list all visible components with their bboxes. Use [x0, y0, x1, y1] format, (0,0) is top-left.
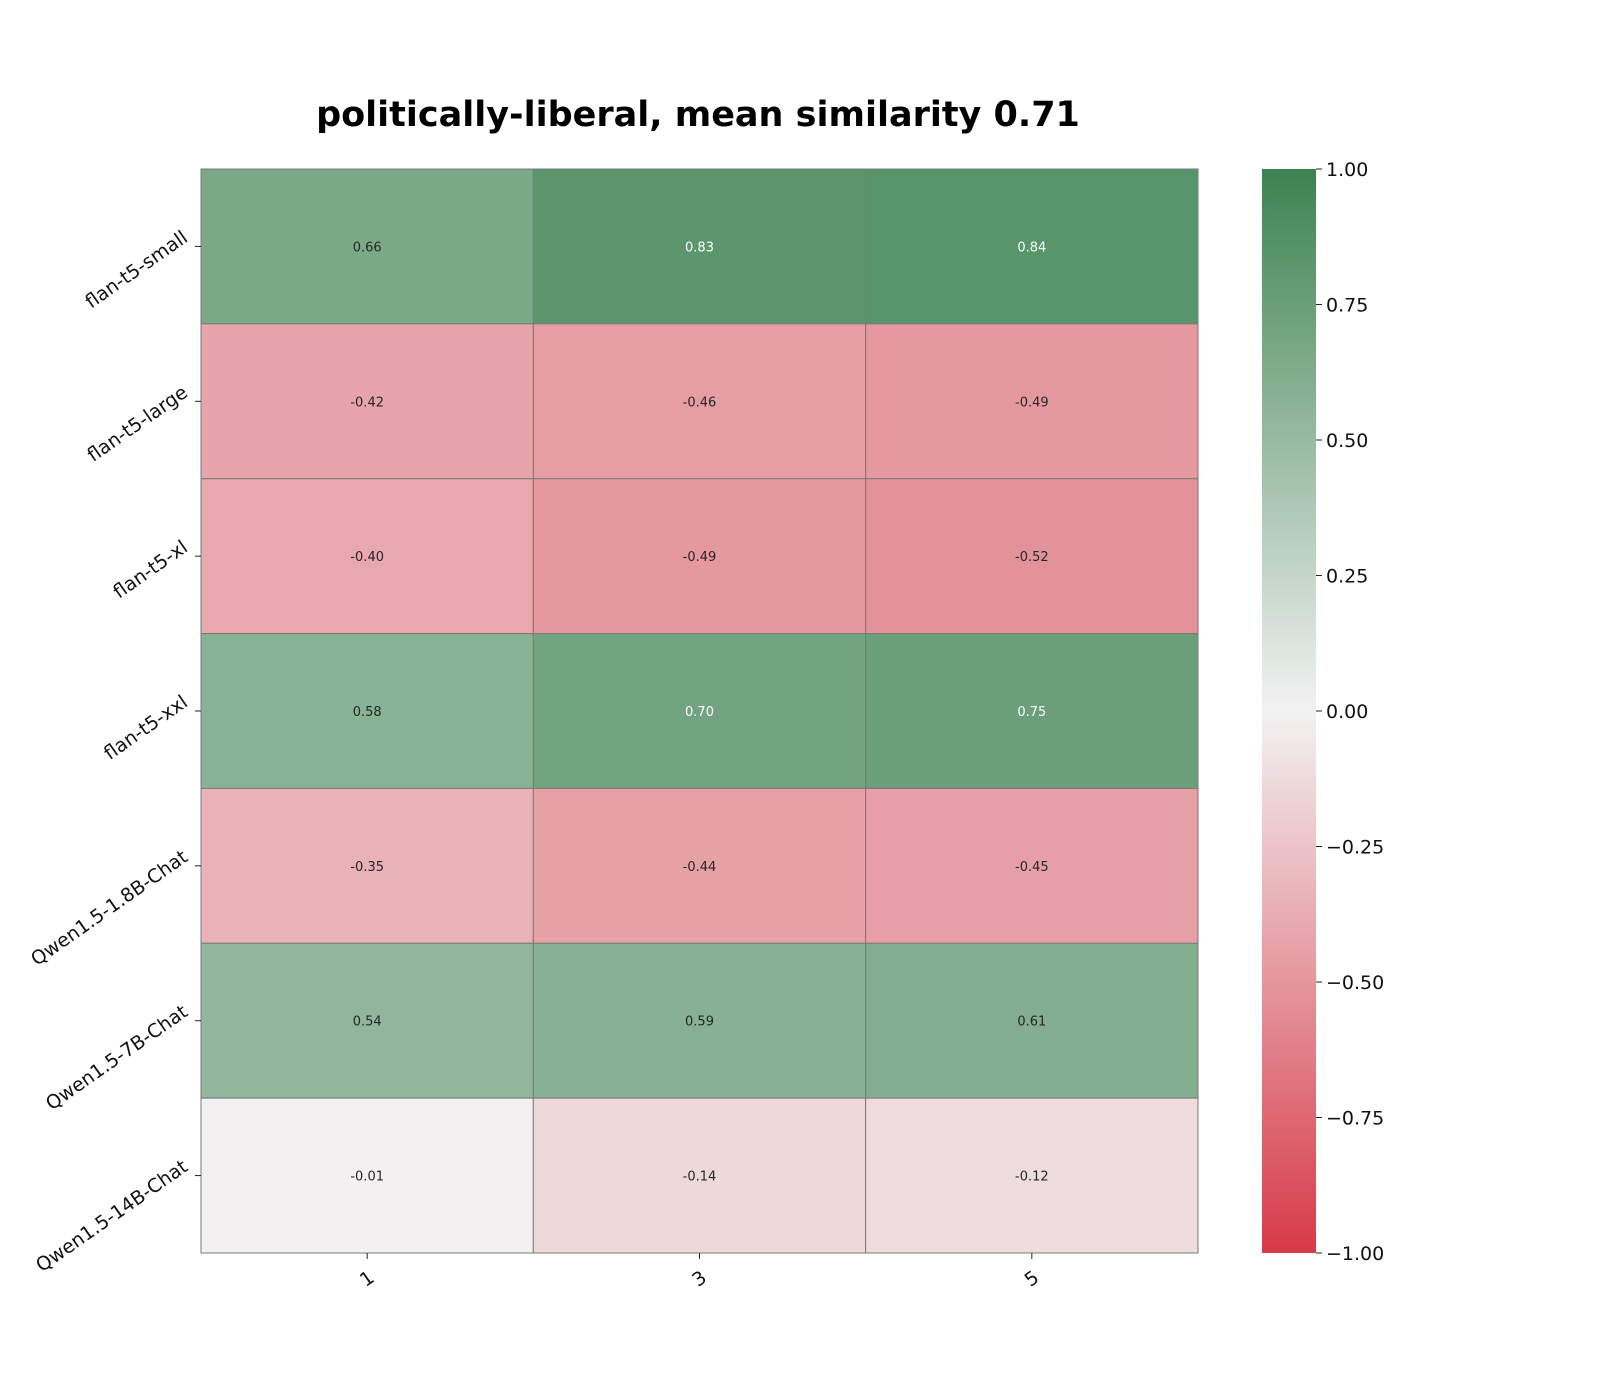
y-axis-tick-labels: flan-t5-small flan-t5-large flan-t5-xl flan…: [27, 227, 201, 1277]
y-tick-label: Qwen1.5-7B-Chat: [42, 1001, 192, 1115]
heatmap-cell: [200, 478, 534, 635]
cell-value-label: -0.14: [683, 1170, 717, 1185]
chart-title: politically-liberal, mean similarity 0.7…: [316, 95, 1080, 135]
cell-value-label: -0.01: [350, 1170, 384, 1185]
y-tick-label: flan-t5-xl: [109, 536, 192, 603]
cell-value-label: -0.35: [350, 860, 384, 875]
x-axis-tick-labels: 1 3 5: [356, 1253, 1043, 1291]
cell-value-label: -0.52: [1015, 550, 1049, 565]
y-tick-label: Qwen1.5-1.8B-Chat: [27, 846, 192, 971]
colorbar-tick-label: −0.25: [1326, 837, 1384, 859]
cell-value-label: 0.66: [353, 240, 382, 255]
colorbar-tick-label: 0.00: [1326, 701, 1368, 723]
y-tick-label: Qwen1.5-14B-Chat: [32, 1156, 192, 1277]
colorbar-tick-label: −1.00: [1326, 1243, 1384, 1265]
colorbar-tick-label: 0.50: [1326, 430, 1368, 452]
heatmap-cell: [865, 323, 1199, 480]
colorbar-tick-label: 0.75: [1326, 295, 1368, 317]
cell-value-label: 0.61: [1017, 1015, 1046, 1030]
heatmap-cell: [865, 942, 1199, 1099]
heatmap-cell: [865, 1097, 1199, 1254]
cell-value-label: 0.59: [685, 1015, 714, 1030]
cell-value-label: 0.54: [353, 1015, 382, 1030]
y-tick-label: flan-t5-small: [81, 227, 192, 314]
heatmap-cell: [532, 942, 867, 1099]
y-tick-label: flan-t5-large: [83, 381, 192, 466]
cell-value-label: -0.42: [350, 395, 384, 410]
heatmap-cell: [200, 323, 534, 480]
cell-value-label: -0.46: [683, 395, 717, 410]
colorbar-gradient: [1262, 169, 1316, 1253]
colorbar-tick-label: 1.00: [1326, 159, 1368, 181]
heatmap-cell: [200, 633, 534, 789]
heatmap-cell: [200, 1097, 534, 1254]
heatmap-cell: [532, 168, 867, 325]
heatmap-cells: 0.66 0.83 0.84 -0.42 -0.46 -0.49 -0.40 -0.49 -0.…: [200, 168, 1199, 1254]
cell-value-label: -0.12: [1015, 1170, 1049, 1185]
cell-value-label: -0.49: [1015, 395, 1049, 410]
cell-value-label: -0.49: [683, 550, 717, 565]
heatmap-cell: [532, 323, 867, 480]
cell-value-label: 0.83: [685, 240, 714, 255]
heatmap-cell: [200, 168, 534, 325]
x-tick-label: 5: [1021, 1267, 1044, 1292]
heatmap-cell: [532, 1097, 867, 1254]
heatmap-cell: [532, 478, 867, 635]
x-tick-label: 3: [688, 1267, 711, 1292]
cell-value-label: -0.45: [1015, 860, 1049, 875]
x-tick-label: 1: [356, 1267, 379, 1292]
colorbar-tick-label: 0.25: [1326, 566, 1368, 588]
y-tick-label: flan-t5-xxl: [100, 691, 192, 764]
cell-value-label: -0.40: [350, 550, 384, 565]
colorbar-tick-label: −0.75: [1326, 1108, 1384, 1130]
colorbar: 1.00 0.75 0.50 0.25 0.00 −0.25 −0.50 −0.75 −1.00: [1262, 159, 1384, 1265]
heatmap-cell: [532, 787, 867, 944]
cell-value-label: 0.58: [353, 705, 382, 720]
heatmap-cell: [865, 633, 1199, 789]
cell-value-label: 0.70: [685, 705, 714, 720]
cell-value-label: 0.84: [1017, 240, 1046, 255]
cell-value-label: -0.44: [683, 860, 717, 875]
heatmap-cell: [865, 168, 1199, 325]
cell-value-label: 0.75: [1017, 705, 1046, 720]
heatmap-cell: [865, 787, 1199, 944]
colorbar-tick-label: −0.50: [1326, 972, 1384, 994]
heatmap-cell: [200, 787, 534, 944]
